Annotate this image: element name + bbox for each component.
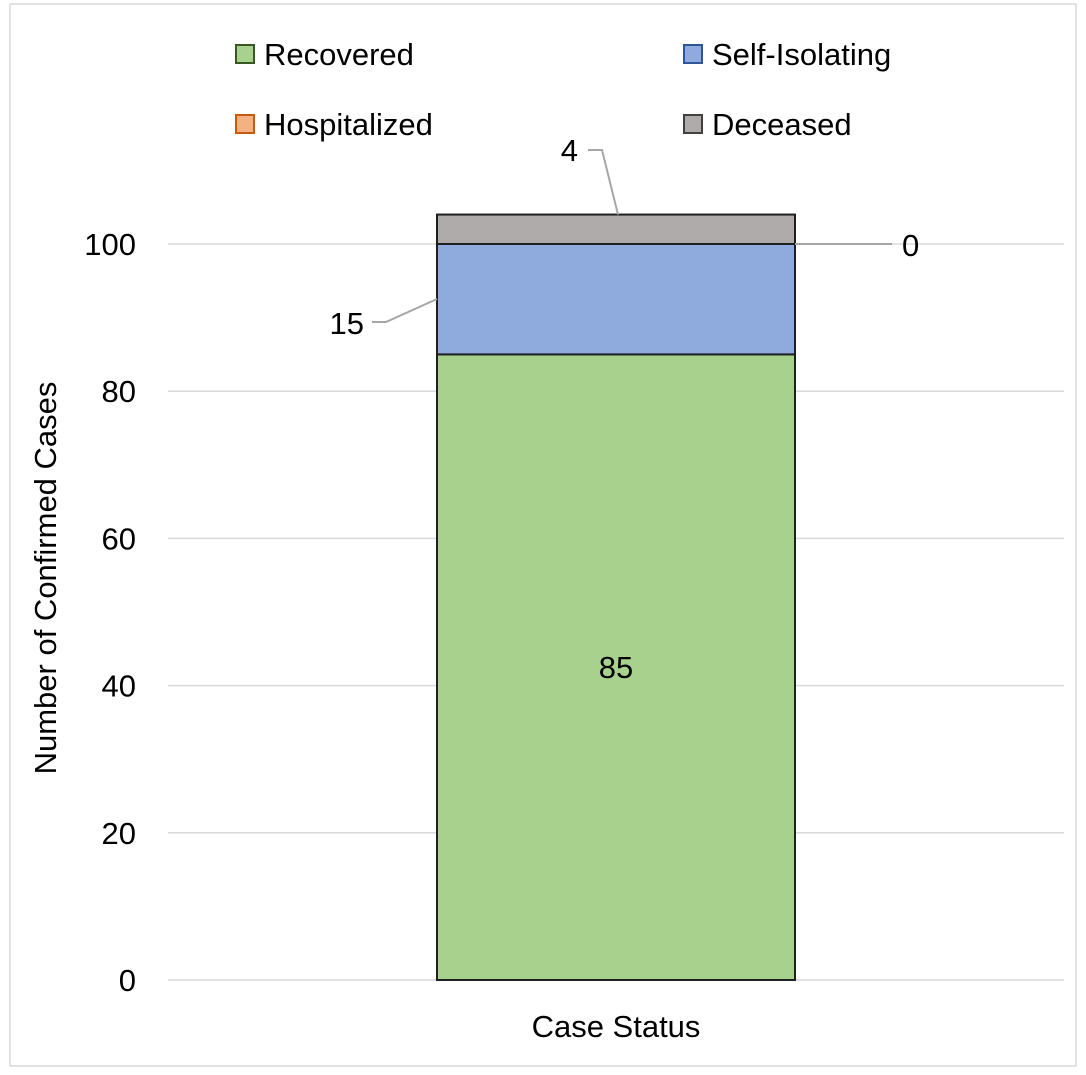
legend-swatch-recovered	[235, 44, 255, 64]
y-tick-label: 40	[102, 669, 136, 704]
x-axis-title: Case Status	[532, 1009, 701, 1044]
leader-line-deceased	[588, 149, 619, 215]
data-label-recovered: 85	[599, 650, 633, 685]
y-tick-label: 0	[119, 963, 136, 998]
bar-segment-recovered	[436, 353, 796, 981]
legend-label-deceased: Deceased	[712, 107, 852, 142]
legend-swatch-self-isolating	[683, 44, 703, 64]
legend-label-self-isolating: Self-Isolating	[712, 37, 891, 72]
y-tick-label: 60	[102, 521, 136, 556]
legend-swatch-deceased	[683, 114, 703, 134]
y-tick-label: 100	[84, 227, 136, 262]
data-label-deceased: 4	[561, 133, 578, 168]
y-tick-label: 80	[102, 374, 136, 409]
legend-label-recovered: Recovered	[264, 37, 414, 72]
legend: Recovered Self-Isolating Hospitalized Decea…	[235, 37, 891, 142]
legend-label-hospitalized: Hospitalized	[264, 107, 433, 142]
bar-segment-deceased	[436, 213, 796, 245]
bar-segment-self-isolating	[436, 243, 796, 356]
data-label-self-isolating: 15	[330, 306, 364, 341]
legend-swatch-hospitalized	[235, 114, 255, 134]
y-tick-label: 20	[102, 816, 136, 851]
data-labels: 85 15 0 4	[330, 133, 920, 685]
leader-line-self-isolating	[372, 298, 438, 323]
y-axis-title: Number of Confirmed Cases	[28, 382, 63, 775]
bars	[436, 213, 796, 981]
y-axis-ticks: 0 20 40 60 80 100	[84, 227, 136, 998]
data-label-hospitalized: 0	[902, 228, 919, 263]
leader-lines	[372, 149, 892, 323]
